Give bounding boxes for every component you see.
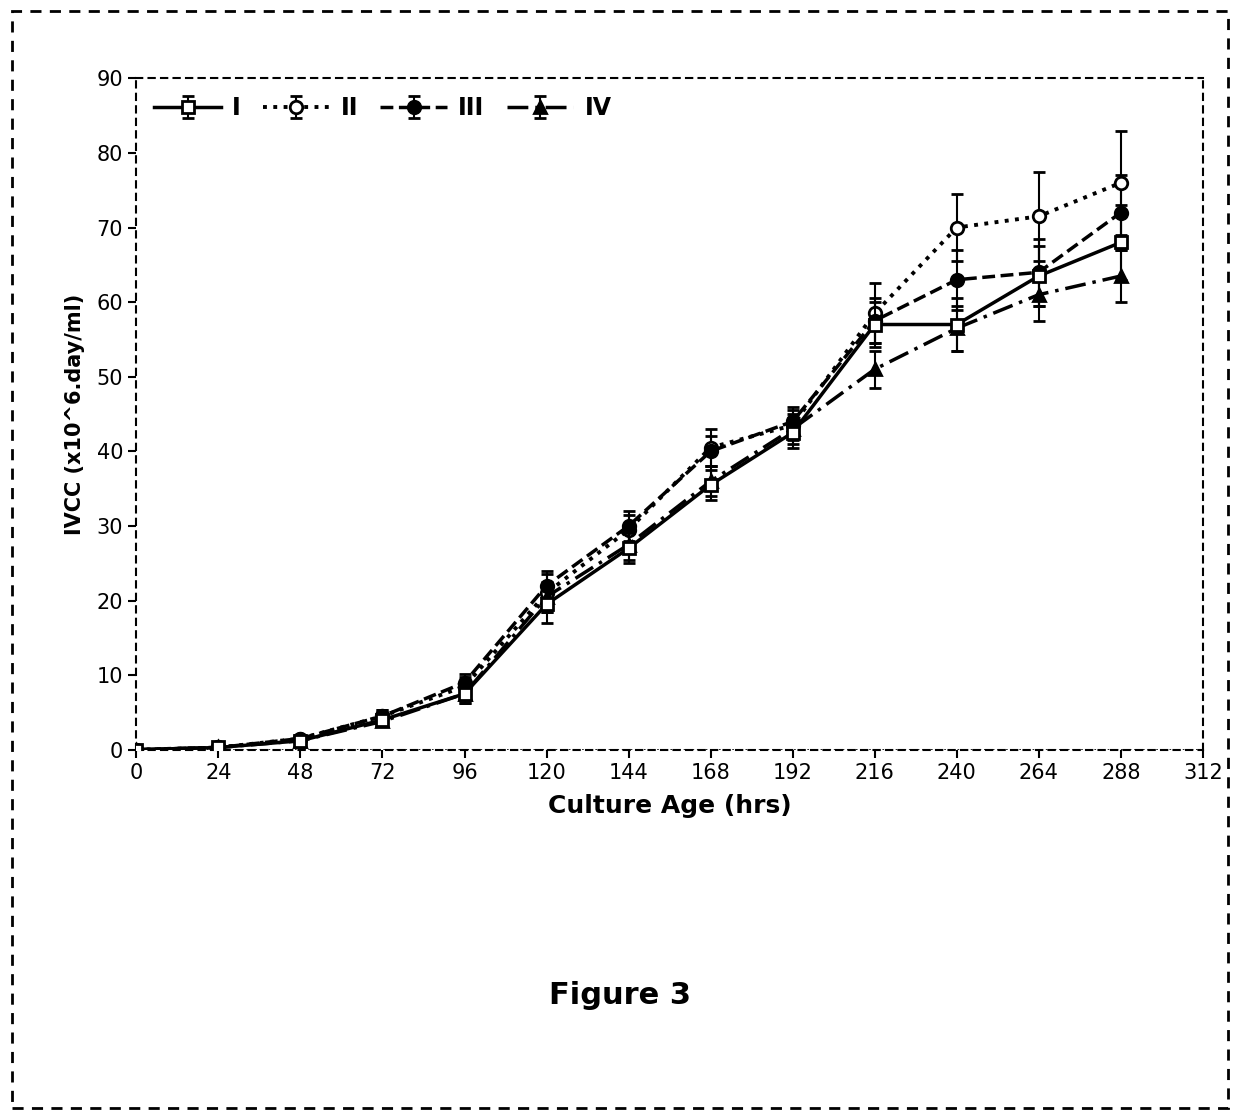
Legend: I, II, III, IV: I, II, III, IV: [145, 87, 620, 129]
Y-axis label: IVCC (x10^6.day/ml): IVCC (x10^6.day/ml): [66, 293, 86, 535]
Text: Figure 3: Figure 3: [549, 981, 691, 1010]
X-axis label: Culture Age (hrs): Culture Age (hrs): [548, 794, 791, 818]
